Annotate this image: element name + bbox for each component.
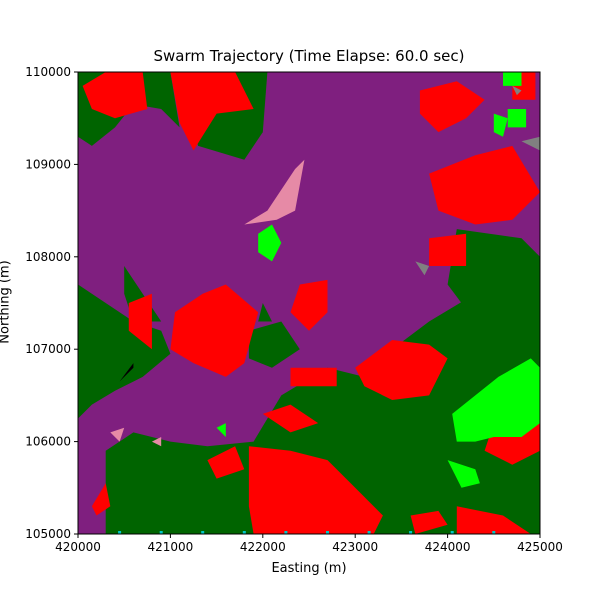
agent-markers bbox=[118, 531, 496, 534]
agent-marker bbox=[492, 531, 496, 534]
agent-marker bbox=[450, 531, 454, 534]
x-tick-label: 422000 bbox=[240, 540, 286, 554]
red-region-17 bbox=[91, 483, 111, 516]
map-regions bbox=[78, 72, 540, 534]
lime-region-7 bbox=[216, 423, 226, 437]
red-region-13 bbox=[262, 404, 319, 433]
pink-region-2 bbox=[110, 427, 125, 442]
x-tick-label: 425000 bbox=[517, 540, 563, 554]
red-region-11 bbox=[355, 340, 448, 400]
y-tick-label: 108000 bbox=[25, 250, 71, 264]
red-region-15 bbox=[456, 506, 531, 534]
agent-marker bbox=[409, 531, 413, 534]
lime-region-1 bbox=[258, 224, 282, 262]
y-axis-ticks: 105000 106000 107000 108000 109000 110000 bbox=[25, 65, 78, 541]
lime-region-4 bbox=[493, 113, 508, 137]
x-tick-label: 424000 bbox=[425, 540, 471, 554]
lime-region-5 bbox=[452, 358, 540, 442]
agent-marker bbox=[118, 531, 122, 534]
y-tick-label: 109000 bbox=[25, 157, 71, 171]
red-region-6 bbox=[170, 284, 259, 377]
lime-region-6 bbox=[447, 460, 480, 488]
agent-marker bbox=[367, 531, 371, 534]
lime-region-2 bbox=[503, 72, 522, 86]
x-tick-label: 420000 bbox=[55, 540, 101, 554]
red-region-7 bbox=[128, 293, 152, 350]
forest-region-6 bbox=[248, 321, 300, 368]
agent-marker bbox=[284, 531, 288, 534]
agent-marker bbox=[159, 531, 163, 534]
gray-region-2 bbox=[521, 136, 540, 151]
red-region-12 bbox=[248, 446, 383, 534]
red-region-5 bbox=[429, 145, 540, 225]
x-tick-label: 423000 bbox=[332, 540, 378, 554]
red-region-8 bbox=[290, 279, 328, 331]
forest-region-9 bbox=[258, 303, 272, 322]
y-tick-label: 110000 bbox=[25, 65, 71, 79]
x-axis-ticks: 420000 421000 422000 423000 424000 425000 bbox=[55, 534, 563, 554]
y-tick-label: 105000 bbox=[25, 527, 71, 541]
plot-frame bbox=[77, 71, 541, 535]
red-region-1 bbox=[82, 72, 148, 119]
forest-region-7 bbox=[447, 229, 540, 322]
chart-title: Swarm Trajectory (Time Elapse: 60.0 sec) bbox=[153, 47, 465, 65]
x-tick-label: 421000 bbox=[147, 540, 193, 554]
y-tick-label: 106000 bbox=[25, 435, 71, 449]
lime-region-3 bbox=[507, 109, 527, 128]
red-region-3 bbox=[419, 81, 485, 133]
gray-region-3 bbox=[512, 85, 522, 96]
red-region-18 bbox=[207, 446, 245, 479]
red-region-2 bbox=[170, 72, 254, 151]
forest-region-1 bbox=[78, 284, 171, 534]
y-tick-label: 107000 bbox=[25, 342, 71, 356]
agent-marker bbox=[242, 531, 246, 534]
pink-region-3 bbox=[151, 437, 162, 447]
red-region-9 bbox=[429, 233, 467, 266]
red-region-10 bbox=[290, 367, 337, 387]
dark-streak-region-1 bbox=[119, 363, 134, 382]
agent-marker bbox=[201, 531, 205, 534]
gray-region-1 bbox=[415, 261, 430, 276]
red-region-16 bbox=[410, 510, 448, 534]
pink-region-1 bbox=[244, 159, 305, 225]
agent-marker bbox=[326, 531, 329, 534]
x-axis-label: Easting (m) bbox=[271, 561, 347, 576]
